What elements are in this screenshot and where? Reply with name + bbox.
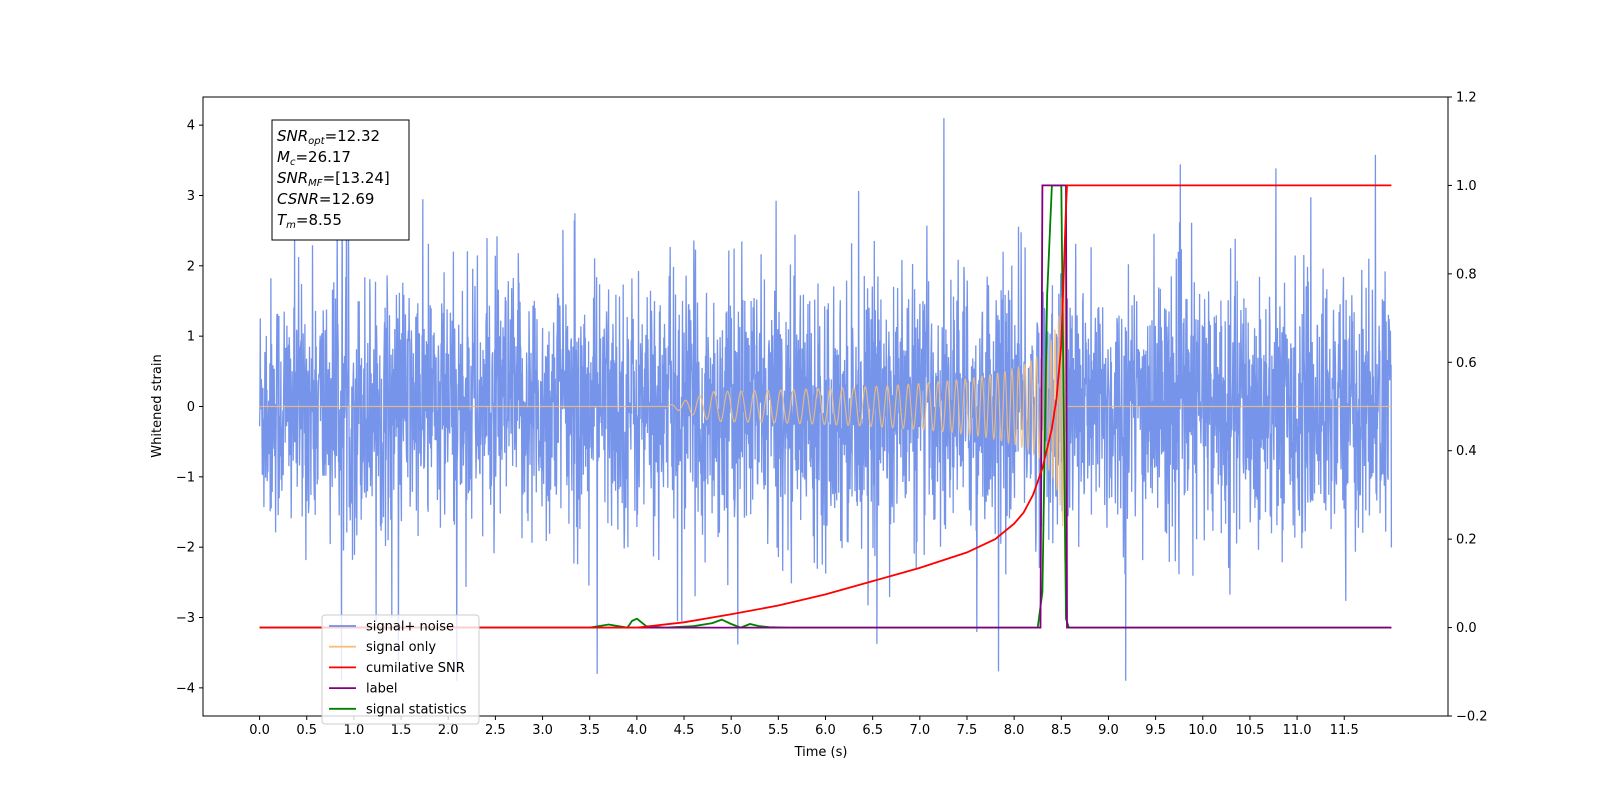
x-tick-label: 1.5 [391, 723, 412, 738]
y-left-tick-label: −1 [176, 470, 195, 485]
annotation-line: SNRopt=12.32 [277, 127, 380, 147]
y-left-tick-label: −2 [176, 541, 195, 556]
x-tick-label: 5.5 [768, 723, 789, 738]
x-tick-label: 3.0 [532, 723, 553, 738]
y-axis-label-left: Whitened strain [150, 354, 165, 457]
y-left-tick-label: 3 [187, 189, 195, 204]
x-tick-label: 6.5 [862, 723, 883, 738]
x-tick-label: 2.0 [438, 723, 459, 738]
x-tick-label: 6.0 [815, 723, 836, 738]
y-left-tick-label: 0 [187, 400, 195, 415]
y-left-tick-label: 4 [187, 119, 195, 134]
y-right-tick-label: 1.0 [1456, 179, 1477, 194]
x-tick-label: 10.0 [1188, 723, 1217, 738]
legend: signal+ noise signal only cumilative SNR la… [321, 614, 480, 725]
x-tick-label: 11.0 [1283, 723, 1312, 738]
y-right-tick-label: 0.4 [1456, 444, 1477, 459]
x-tick-label: 7.0 [909, 723, 930, 738]
x-tick-label: 8.0 [1004, 723, 1025, 738]
x-tick-label: 0.5 [296, 723, 317, 738]
plot-area [258, 118, 1393, 681]
annotation-line: SNRMF=[13.24] [277, 169, 390, 189]
x-tick-label: 4.5 [674, 723, 695, 738]
annotation-line: Mc=26.17 [277, 148, 351, 168]
y-left-tick-label: −3 [176, 611, 195, 626]
stats-annotation-box: SNRopt=12.32Mc=26.17SNRMF=[13.24]CSNR=12… [271, 119, 410, 241]
x-tick-label: 9.5 [1145, 723, 1166, 738]
y-right-tick-label: 1.2 [1456, 91, 1477, 106]
legend-label: signal statistics [366, 702, 467, 717]
x-tick-label: 3.5 [579, 723, 600, 738]
y-right-tick-label: 0.6 [1456, 356, 1477, 371]
x-tick-label: 7.5 [957, 723, 978, 738]
x-tick-label: 9.0 [1098, 723, 1119, 738]
annotation-line: CSNR=12.69 [277, 190, 374, 208]
y-right-tick-label: 0.2 [1456, 533, 1477, 548]
x-tick-label: 4.0 [627, 723, 648, 738]
x-tick-label: 2.5 [485, 723, 506, 738]
y-right-tick-label: 0.0 [1456, 621, 1477, 636]
legend-frame [321, 614, 480, 725]
y-left-tick-label: 2 [187, 259, 195, 274]
legend-label: cumilative SNR [366, 661, 465, 676]
x-tick-label: 10.5 [1235, 723, 1264, 738]
series-signal-only [259, 247, 1392, 561]
annotation-line: Tm=8.55 [277, 211, 342, 231]
axis-ticks: 0.0 0.5 1.0 1.5 2.0 2.5 3.0 3.5 4.0 4.5 5.0 5.5 6.0 6… [176, 91, 1488, 739]
legend-label: signal only [366, 640, 436, 655]
y-right-tick-label: 0.8 [1456, 267, 1477, 282]
x-tick-label: 1.0 [344, 723, 365, 738]
series-signal-noise [258, 118, 1393, 681]
x-tick-label: 11.5 [1330, 723, 1359, 738]
legend-label: signal+ noise [366, 620, 454, 635]
y-right-tick-label: −0.2 [1456, 710, 1488, 725]
annotation-box-frame [271, 119, 410, 241]
series-cumulative-snr [259, 184, 1392, 629]
series-group [258, 118, 1393, 681]
y-left-tick-label: −4 [176, 681, 195, 696]
x-tick-label: 8.5 [1051, 723, 1072, 738]
x-tick-label: 0.0 [249, 723, 270, 738]
legend-label: label [366, 682, 397, 697]
x-axis-label: Time (s) [794, 745, 848, 760]
y-left-tick-label: 1 [187, 330, 195, 345]
x-tick-label: 5.0 [721, 723, 742, 738]
